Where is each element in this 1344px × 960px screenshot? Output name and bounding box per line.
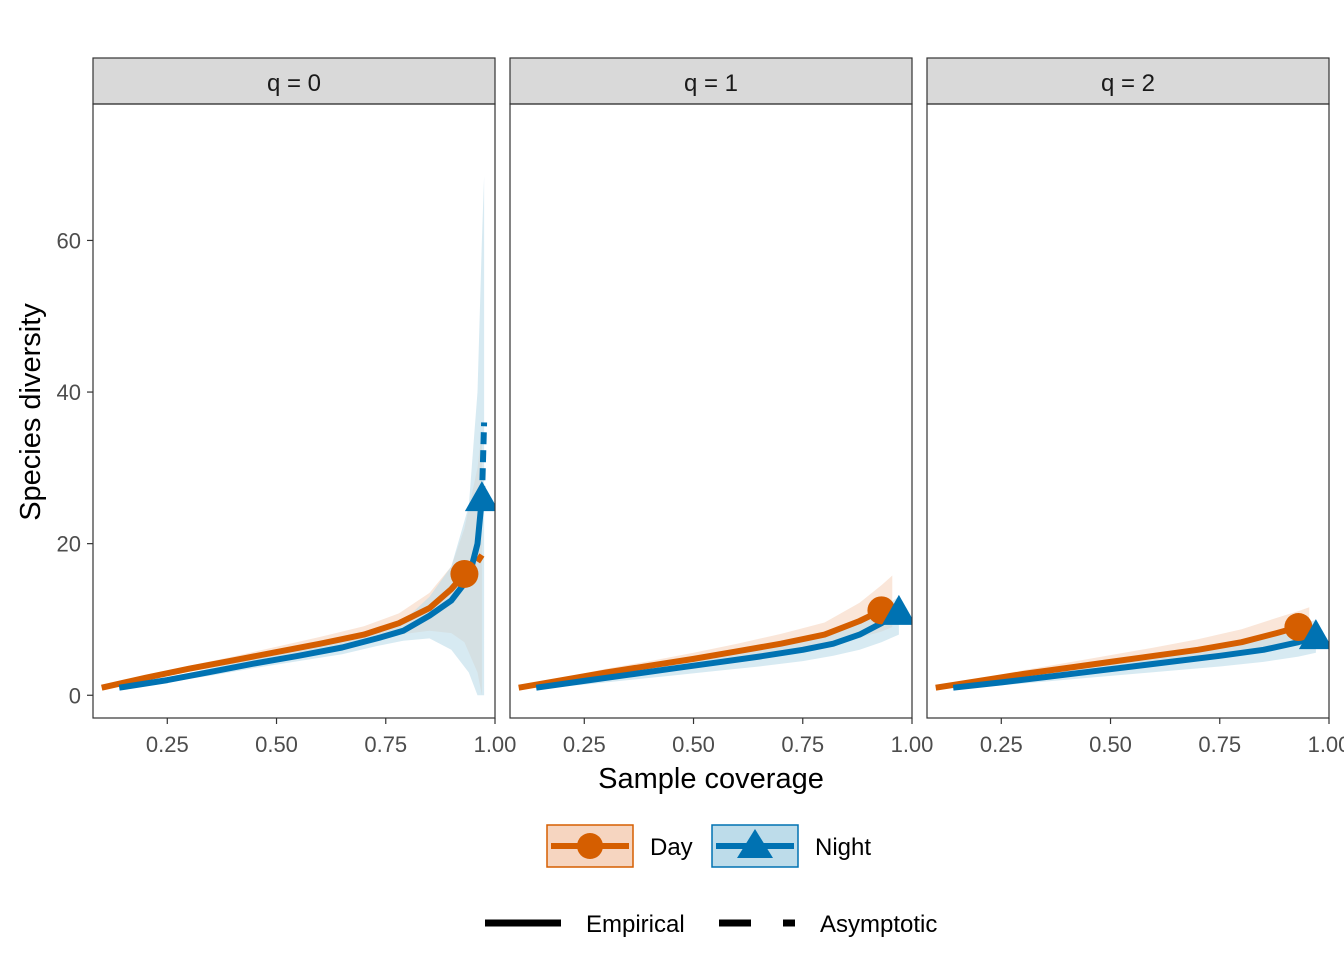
legend-label-asymptotic: Asymptotic <box>820 911 937 938</box>
x-tick-label: 0.75 <box>781 732 824 757</box>
y-tick-label: 60 <box>57 228 81 253</box>
legend-label-day: Day <box>650 834 693 861</box>
x-tick-label: 0.50 <box>255 732 298 757</box>
x-tick-label: 0.25 <box>563 732 606 757</box>
legend-marker-triangle <box>737 829 773 858</box>
facet-strip-label: q = 1 <box>684 70 738 97</box>
facet-panel: q = 2 0.25 0.50 0.75 1.00 <box>926 57 1344 757</box>
x-tick-label: 1.00 <box>891 732 934 757</box>
facet-strip <box>92 57 496 105</box>
panel-border <box>509 103 913 719</box>
y-tick-label: 40 <box>57 380 81 405</box>
legend-marker-circle <box>577 833 603 859</box>
x-tick-label: 0.50 <box>1089 732 1132 757</box>
facet-panel: q = 1 0.25 0.50 0.75 1.00 <box>509 57 934 757</box>
series-line-asymptotic-night <box>478 422 488 499</box>
x-tick-label: 0.75 <box>364 732 407 757</box>
facet-strip-label: q = 2 <box>1101 70 1155 97</box>
facet-panel: q = 0 0.25 0.50 0.75 1.00 0 20 40 60 <box>57 57 517 757</box>
panel-border <box>926 103 1330 719</box>
x-tick-label: 1.00 <box>1308 732 1344 757</box>
series-line-night <box>535 609 901 691</box>
point-night <box>464 481 495 512</box>
legend-label-night: Night <box>815 834 871 861</box>
x-axis-title: Sample coverage <box>598 763 824 795</box>
plot-area <box>101 176 495 696</box>
x-tick-label: 0.75 <box>1198 732 1241 757</box>
plot-area <box>935 607 1329 691</box>
x-tick-label: 0.25 <box>980 732 1023 757</box>
x-tick-label: 1.00 <box>474 732 517 757</box>
series-line-day <box>935 624 1300 691</box>
point-day <box>450 559 479 588</box>
point-night <box>881 594 912 625</box>
facet-strip <box>926 57 1330 105</box>
legend: Day Night Empirical Asymptotic <box>485 824 937 938</box>
point-day <box>1284 613 1313 642</box>
legend-label-empirical: Empirical <box>586 911 685 938</box>
plot-area <box>518 575 912 691</box>
point-night <box>1298 619 1329 650</box>
facet-panels: q = 0 0.25 0.50 0.75 1.00 0 20 40 60 q = 1 0.25 0.5… <box>57 57 1344 757</box>
y-tick-label: 0 <box>69 683 81 708</box>
confidence-band-night <box>119 176 485 696</box>
y-tick-label: 20 <box>57 532 81 557</box>
y-axis-title: Species diversity <box>15 303 47 521</box>
facet-strip-label: q = 0 <box>267 70 321 97</box>
x-tick-label: 0.50 <box>672 732 715 757</box>
confidence-band-day <box>518 575 893 688</box>
x-tick-label: 0.25 <box>146 732 189 757</box>
series-line-day <box>101 572 467 691</box>
series-line-night <box>952 633 1317 691</box>
series-line-day <box>518 607 883 691</box>
panel-border <box>92 103 496 719</box>
